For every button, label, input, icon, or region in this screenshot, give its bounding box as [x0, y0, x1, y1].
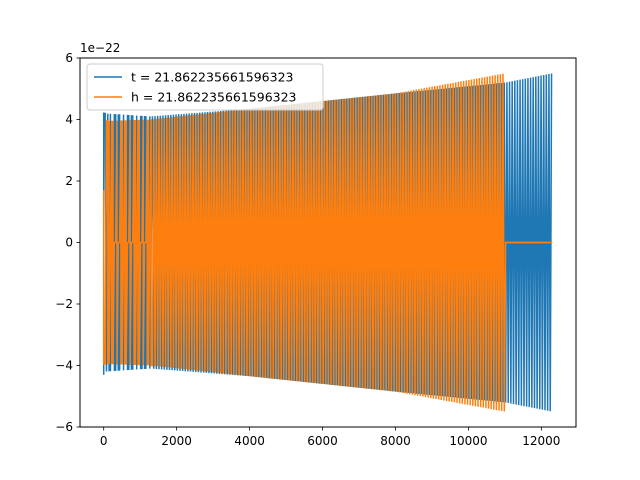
y-offset-label: 1e−22: [80, 41, 120, 55]
legend: t = 21.862235661596323 h = 21.86223566159…: [86, 63, 324, 111]
y-tick-label: 0: [65, 236, 73, 250]
plot-area: [102, 73, 553, 412]
legend-box: [86, 63, 324, 111]
x-tick-label: 0: [100, 434, 108, 448]
y-tick-label: 2: [65, 174, 73, 188]
legend-label-h: h = 21.862235661596323: [131, 90, 297, 105]
x-tick-label: 6000: [307, 434, 338, 448]
legend-label-t: t = 21.862235661596323: [131, 70, 294, 85]
x-tick-label: 8000: [380, 434, 411, 448]
x-tick-label: 12000: [522, 434, 560, 448]
x-axis: 0 2000 4000 6000 8000 10000 12000: [100, 427, 560, 448]
series-line-h: [102, 73, 552, 412]
x-tick-label: 4000: [234, 434, 265, 448]
y-tick-label: −6: [55, 420, 73, 434]
y-tick-label: −2: [55, 297, 73, 311]
x-tick-label: 10000: [449, 434, 487, 448]
y-tick-label: −4: [55, 359, 73, 373]
x-tick-label: 2000: [161, 434, 192, 448]
y-axis: −6 −4 −2 0 2 4 6: [55, 51, 80, 434]
y-tick-label: 4: [65, 113, 73, 127]
y-tick-label: 6: [65, 51, 73, 65]
